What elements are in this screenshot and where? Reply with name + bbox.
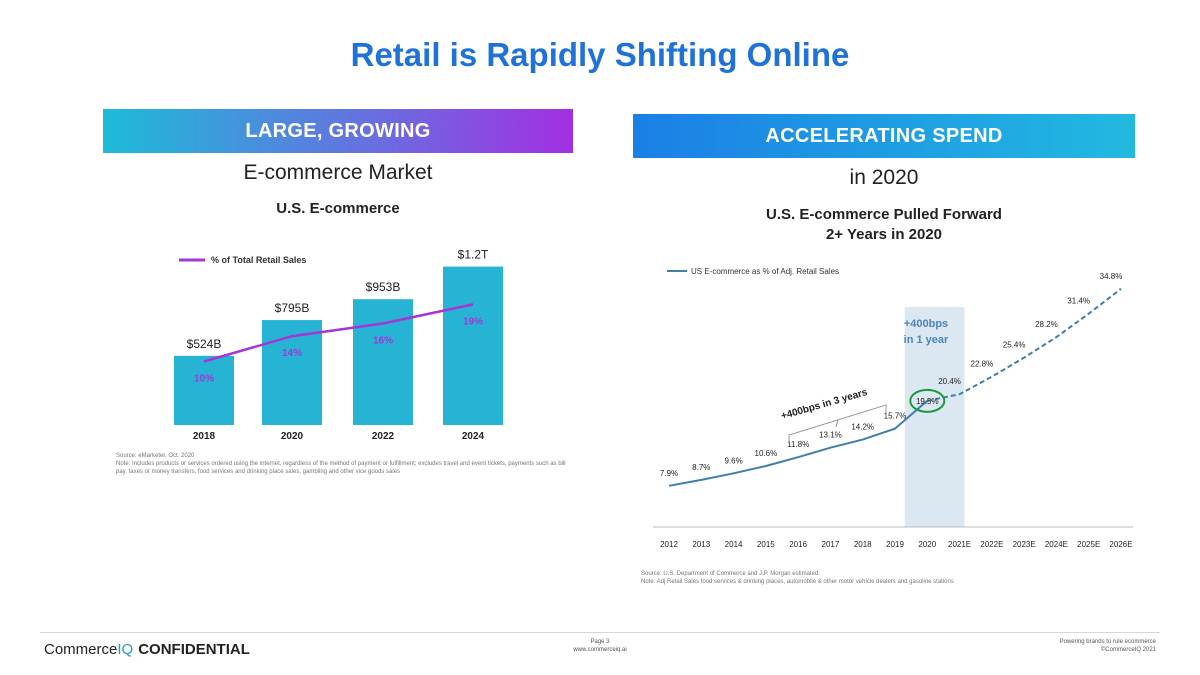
point-label: 7.9% — [660, 469, 678, 478]
bar-value-label: $953B — [366, 280, 401, 294]
point-label: 13.1% — [819, 431, 842, 440]
left-subtitle: E-commerce Market — [243, 161, 433, 184]
point-label: 34.8% — [1100, 272, 1123, 281]
pct-retail-line — [203, 303, 474, 363]
left-footnote: Source: eMarketer, Oct. 2020 Note: Inclu… — [116, 452, 572, 476]
highlight-annotation-line2: in 1 year — [904, 334, 949, 346]
brand-name-a: Commerce — [44, 641, 118, 658]
pct-label: 19% — [463, 316, 483, 327]
bar-value-label: $1.2T — [458, 248, 489, 262]
left-chart-title: U.S. E-commerce — [276, 200, 400, 217]
legend: % of Total Retail Sales — [179, 255, 306, 265]
highlight-annotation-line1: +400bps — [904, 318, 948, 330]
x-tick-label: 2012 — [660, 540, 678, 549]
right-chart-title-line2: 2+ Years in 2020 — [825, 226, 943, 243]
point-label: 19.5% — [916, 397, 939, 406]
right-footnote: Source: U.S. Department of Commerce and … — [641, 570, 1121, 586]
x-tick-label: 2019 — [886, 540, 904, 549]
page-info: Page 3 www.commerceiq.ai — [540, 638, 660, 654]
x-tick-label: 2024E — [1045, 540, 1068, 549]
highlight-2020-band — [904, 307, 965, 527]
point-label: 8.7% — [692, 463, 710, 472]
actual-share-line — [668, 400, 928, 487]
pct-label: 16% — [373, 335, 393, 346]
x-tick-label: 2018 — [854, 540, 872, 549]
x-tick-label: 2022E — [980, 540, 1003, 549]
left-banner: LARGE, GROWING — [103, 109, 573, 153]
point-label: 20.4% — [938, 377, 961, 386]
legend-label: US E-commerce as % of Adj. Retail Sales — [691, 267, 839, 276]
bracket-tick — [835, 419, 839, 428]
right-chart-title: U.S. E-commerce Pulled Forward 2+ Years … — [633, 205, 1135, 245]
pct-label: 10% — [194, 374, 214, 385]
x-tick-label: 2023E — [1013, 540, 1036, 549]
point-label: 15.7% — [884, 412, 907, 421]
ecommerce-share-line-chart: US E-commerce as % of Adj. Retail Sales … — [653, 267, 1133, 549]
ecommerce-bar-chart: % of Total Retail Sales 2018 2020 2022 2024… — [174, 248, 503, 442]
brand-logo: CommerceIQ CONFIDENTIAL — [44, 641, 250, 658]
pct-label: 14% — [282, 348, 302, 359]
point-label: 14.2% — [851, 423, 874, 432]
right-chart-title-line1: U.S. E-commerce Pulled Forward — [766, 206, 1002, 223]
x-tick-label: 2021E — [948, 540, 971, 549]
legend-label: % of Total Retail Sales — [211, 255, 306, 265]
point-label: 28.2% — [1035, 320, 1058, 329]
bar-2020 — [262, 320, 322, 425]
left-source: Source: eMarketer, Oct. 2020 — [116, 453, 195, 459]
bar-value-label: $795B — [275, 301, 310, 315]
legend: US E-commerce as % of Adj. Retail Sales — [667, 267, 839, 276]
x-tick-label: 2022 — [372, 431, 395, 442]
x-tick-label: 2020 — [918, 540, 936, 549]
page-number: Page 3 — [590, 639, 610, 645]
x-tick-label: 2014 — [725, 540, 743, 549]
forecast-share-line — [927, 288, 1122, 402]
bracket-annotation: +400bps in 3 years — [780, 387, 869, 422]
point-label: 25.4% — [1003, 341, 1026, 350]
right-source: Source: U.S. Department of Commerce and … — [641, 571, 820, 577]
copyright: ©CommerceIQ 2021 — [1100, 647, 1156, 653]
brand-name-b: IQ — [117, 641, 134, 658]
x-tick-label: 2018 — [193, 431, 216, 442]
x-tick-label: 2017 — [822, 540, 840, 549]
point-label: 9.6% — [724, 456, 742, 465]
point-label: 22.8% — [971, 360, 994, 369]
right-subtitle: in 2020 — [849, 166, 919, 189]
x-tick-label: 2024 — [462, 431, 485, 442]
point-label: 10.6% — [755, 449, 778, 458]
x-tick-label: 2026E — [1109, 540, 1132, 549]
point-label: 31.4% — [1067, 297, 1090, 306]
bar-value-label: $524B — [187, 337, 222, 351]
left-note: Note: Includes products or services orde… — [116, 461, 566, 475]
x-tick-label: 2025E — [1077, 540, 1100, 549]
x-tick-label: 2020 — [281, 431, 304, 442]
point-label: 11.8% — [787, 440, 809, 449]
x-tick-label: 2016 — [789, 540, 807, 549]
footer-tagline: Powering brands to rule ecommerce ©Comme… — [1060, 638, 1156, 654]
bar-2024 — [443, 266, 503, 425]
highlight-circle-2020 — [909, 388, 946, 413]
x-tick-label: 2015 — [757, 540, 775, 549]
page-title: Retail is Rapidly Shifting Online — [350, 36, 850, 73]
right-note: Note: Adj Retail Sales food services & d… — [641, 579, 954, 585]
bar-2018 — [174, 355, 234, 425]
x-tick-label: 2013 — [692, 540, 710, 549]
tagline-text: Powering brands to rule ecommerce — [1059, 639, 1156, 645]
confidential-label: CONFIDENTIAL — [138, 641, 250, 658]
footer-divider — [40, 632, 1160, 633]
right-banner: ACCELERATING SPEND — [633, 114, 1135, 158]
website: www.commerceiq.ai — [573, 647, 627, 653]
